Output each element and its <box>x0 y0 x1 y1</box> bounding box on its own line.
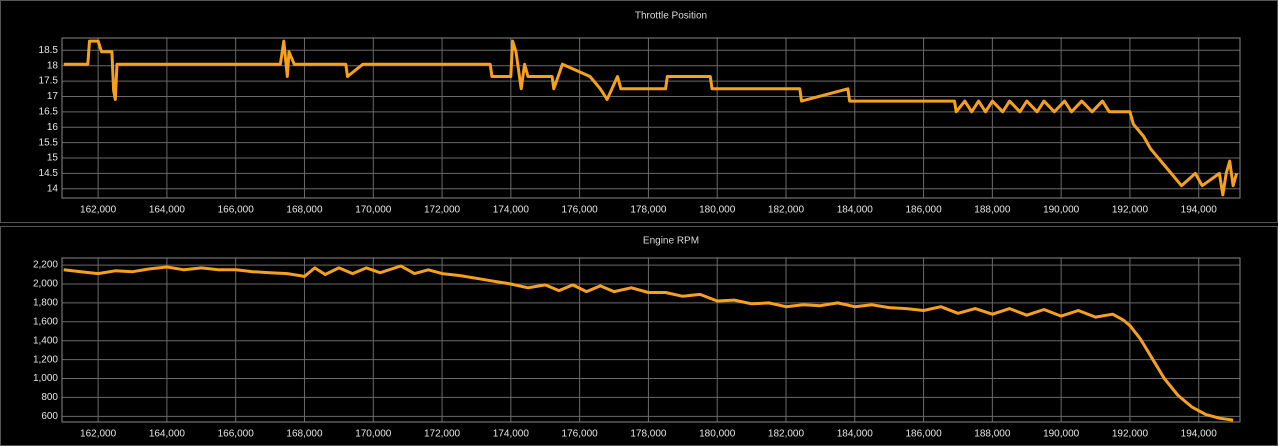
x-tick-label: 186,000 <box>905 205 942 216</box>
y-tick-label: 1,400 <box>33 335 58 346</box>
x-tick-label: 172,000 <box>424 429 461 440</box>
y-tick-label: 16.5 <box>39 106 59 117</box>
y-tick-label: 1,000 <box>33 373 58 384</box>
x-tick-label: 190,000 <box>1043 205 1080 216</box>
y-tick-label: 16 <box>47 122 59 133</box>
y-tick-label: 1,200 <box>33 354 58 365</box>
x-tick-label: 192,000 <box>1112 205 1149 216</box>
x-tick-label: 166,000 <box>218 429 255 440</box>
y-tick-label: 2,200 <box>33 260 58 271</box>
y-tick-label: 15 <box>47 153 59 164</box>
y-tick-label: 1,800 <box>33 298 58 309</box>
x-tick-label: 164,000 <box>149 429 186 440</box>
y-tick-label: 15.5 <box>39 137 59 148</box>
y-tick-label: 600 <box>41 411 58 422</box>
x-tick-label: 168,000 <box>286 205 323 216</box>
plot-frame <box>61 37 1241 199</box>
y-tick-label: 800 <box>41 392 58 403</box>
x-tick-label: 182,000 <box>768 429 805 440</box>
y-tick-label: 14 <box>47 183 59 194</box>
x-tick-label: 170,000 <box>355 429 392 440</box>
x-tick-label: 194,000 <box>1181 205 1218 216</box>
x-tick-label: 172,000 <box>424 205 461 216</box>
x-tick-label: 192,000 <box>1112 429 1149 440</box>
x-tick-label: 176,000 <box>562 429 599 440</box>
x-tick-label: 162,000 <box>80 429 117 440</box>
y-tick-label: 17 <box>47 91 59 102</box>
series-line <box>63 39 1239 197</box>
x-tick-label: 164,000 <box>149 205 186 216</box>
x-tick-label: 194,000 <box>1181 429 1218 440</box>
x-tick-label: 166,000 <box>218 205 255 216</box>
panel-frame <box>0 226 1278 446</box>
x-tick-label: 178,000 <box>630 429 667 440</box>
x-tick-label: 174,000 <box>493 205 530 216</box>
x-tick-label: 184,000 <box>837 205 874 216</box>
chart-title: Throttle Position <box>635 11 707 22</box>
chart-title: Engine RPM <box>643 236 699 247</box>
x-tick-label: 178,000 <box>630 205 667 216</box>
series-line <box>63 264 1234 422</box>
x-tick-label: 182,000 <box>768 205 805 216</box>
y-tick-label: 2,000 <box>33 279 58 290</box>
x-tick-label: 180,000 <box>699 429 736 440</box>
y-tick-label: 17.5 <box>39 76 59 87</box>
x-tick-label: 176,000 <box>562 205 599 216</box>
plot-frame <box>61 257 1241 423</box>
y-tick-label: 18.5 <box>39 45 59 56</box>
x-tick-label: 186,000 <box>905 429 942 440</box>
x-tick-label: 168,000 <box>286 429 323 440</box>
x-tick-label: 174,000 <box>493 429 530 440</box>
y-tick-label: 18 <box>47 60 59 71</box>
x-tick-label: 190,000 <box>1043 429 1080 440</box>
y-tick-label: 1,600 <box>33 316 58 327</box>
x-tick-label: 184,000 <box>837 429 874 440</box>
y-tick-label: 14.5 <box>39 168 59 179</box>
x-tick-label: 170,000 <box>355 205 392 216</box>
x-tick-label: 188,000 <box>974 429 1011 440</box>
x-tick-label: 180,000 <box>699 205 736 216</box>
x-tick-label: 162,000 <box>80 205 117 216</box>
x-tick-label: 188,000 <box>974 205 1011 216</box>
